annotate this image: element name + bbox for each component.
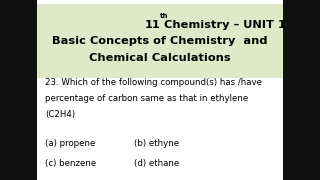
Text: th: th [160,13,169,19]
Text: (d) ethane: (d) ethane [134,159,180,168]
Text: (b) ethyne: (b) ethyne [134,140,180,148]
Text: Chemical Calculations: Chemical Calculations [89,53,231,63]
Bar [283,0,320,180]
Text: Chemistry – UNIT 1: Chemistry – UNIT 1 [160,20,286,30]
Text: 11: 11 [144,20,160,30]
Text: 23. Which of the following compound(s) has /have: 23. Which of the following compound(s) h… [45,78,262,87]
Text: (C2H4): (C2H4) [45,110,75,119]
Text: (a) propene: (a) propene [45,140,95,148]
Text: percentage of carbon same as that in ethylene: percentage of carbon same as that in eth… [45,94,248,103]
Text: Basic Concepts of Chemistry  and: Basic Concepts of Chemistry and [52,36,268,46]
Bar [37,4,283,78]
Text: (c) benzene: (c) benzene [45,159,96,168]
Bar [0,0,37,180]
